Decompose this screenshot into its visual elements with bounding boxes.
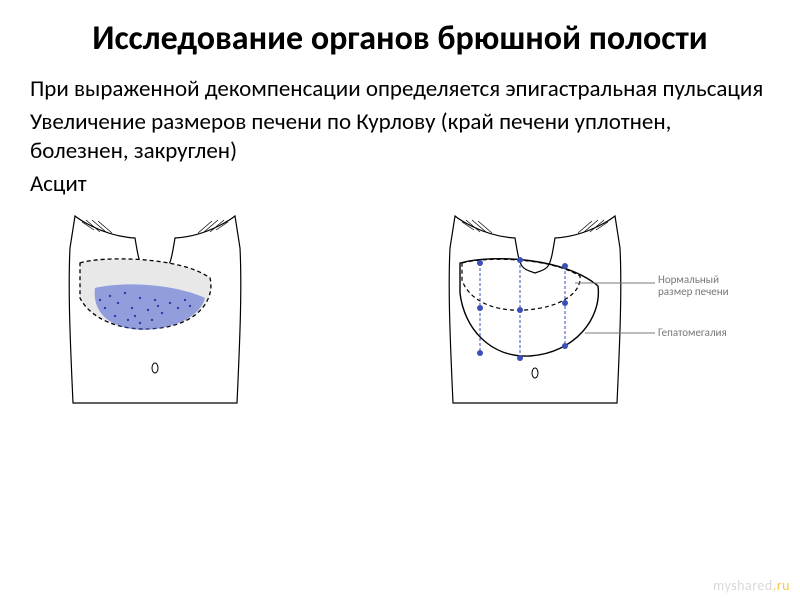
torso-liver-labeled-diagram (420, 208, 760, 408)
watermark-prefix: myshared (713, 577, 773, 594)
watermark: myshared.ru (713, 577, 790, 594)
armpit-hatch-right (578, 220, 608, 233)
navel (152, 363, 158, 373)
label-hepatomegaly: Гепатомегалия (658, 327, 727, 339)
slide: Исследование органов брюшной полости При… (0, 0, 800, 600)
armpit-hatch-left (462, 220, 492, 233)
torso-liver-shaded-diagram (40, 208, 270, 408)
figure-right: Нормальный размер печени Гепатомегалия (420, 208, 760, 408)
paragraph: Асцит (30, 170, 770, 199)
body-text: При выраженной декомпенсации определяетс… (30, 75, 770, 198)
watermark-suffix: .ru (773, 577, 790, 594)
figure-row: Нормальный размер печени Гепатомегалия (30, 208, 770, 408)
label-normal-liver: Нормальный размер печени (658, 274, 729, 298)
armpit-hatch-right (198, 220, 228, 233)
navel (532, 368, 538, 378)
paragraph: При выраженной декомпенсации определяетс… (30, 75, 770, 104)
figure-left (40, 208, 270, 408)
paragraph: Увеличение размеров печени по Курлову (к… (30, 108, 770, 166)
slide-title: Исследование органов брюшной полости (30, 20, 770, 57)
armpit-hatch-left (82, 220, 112, 233)
